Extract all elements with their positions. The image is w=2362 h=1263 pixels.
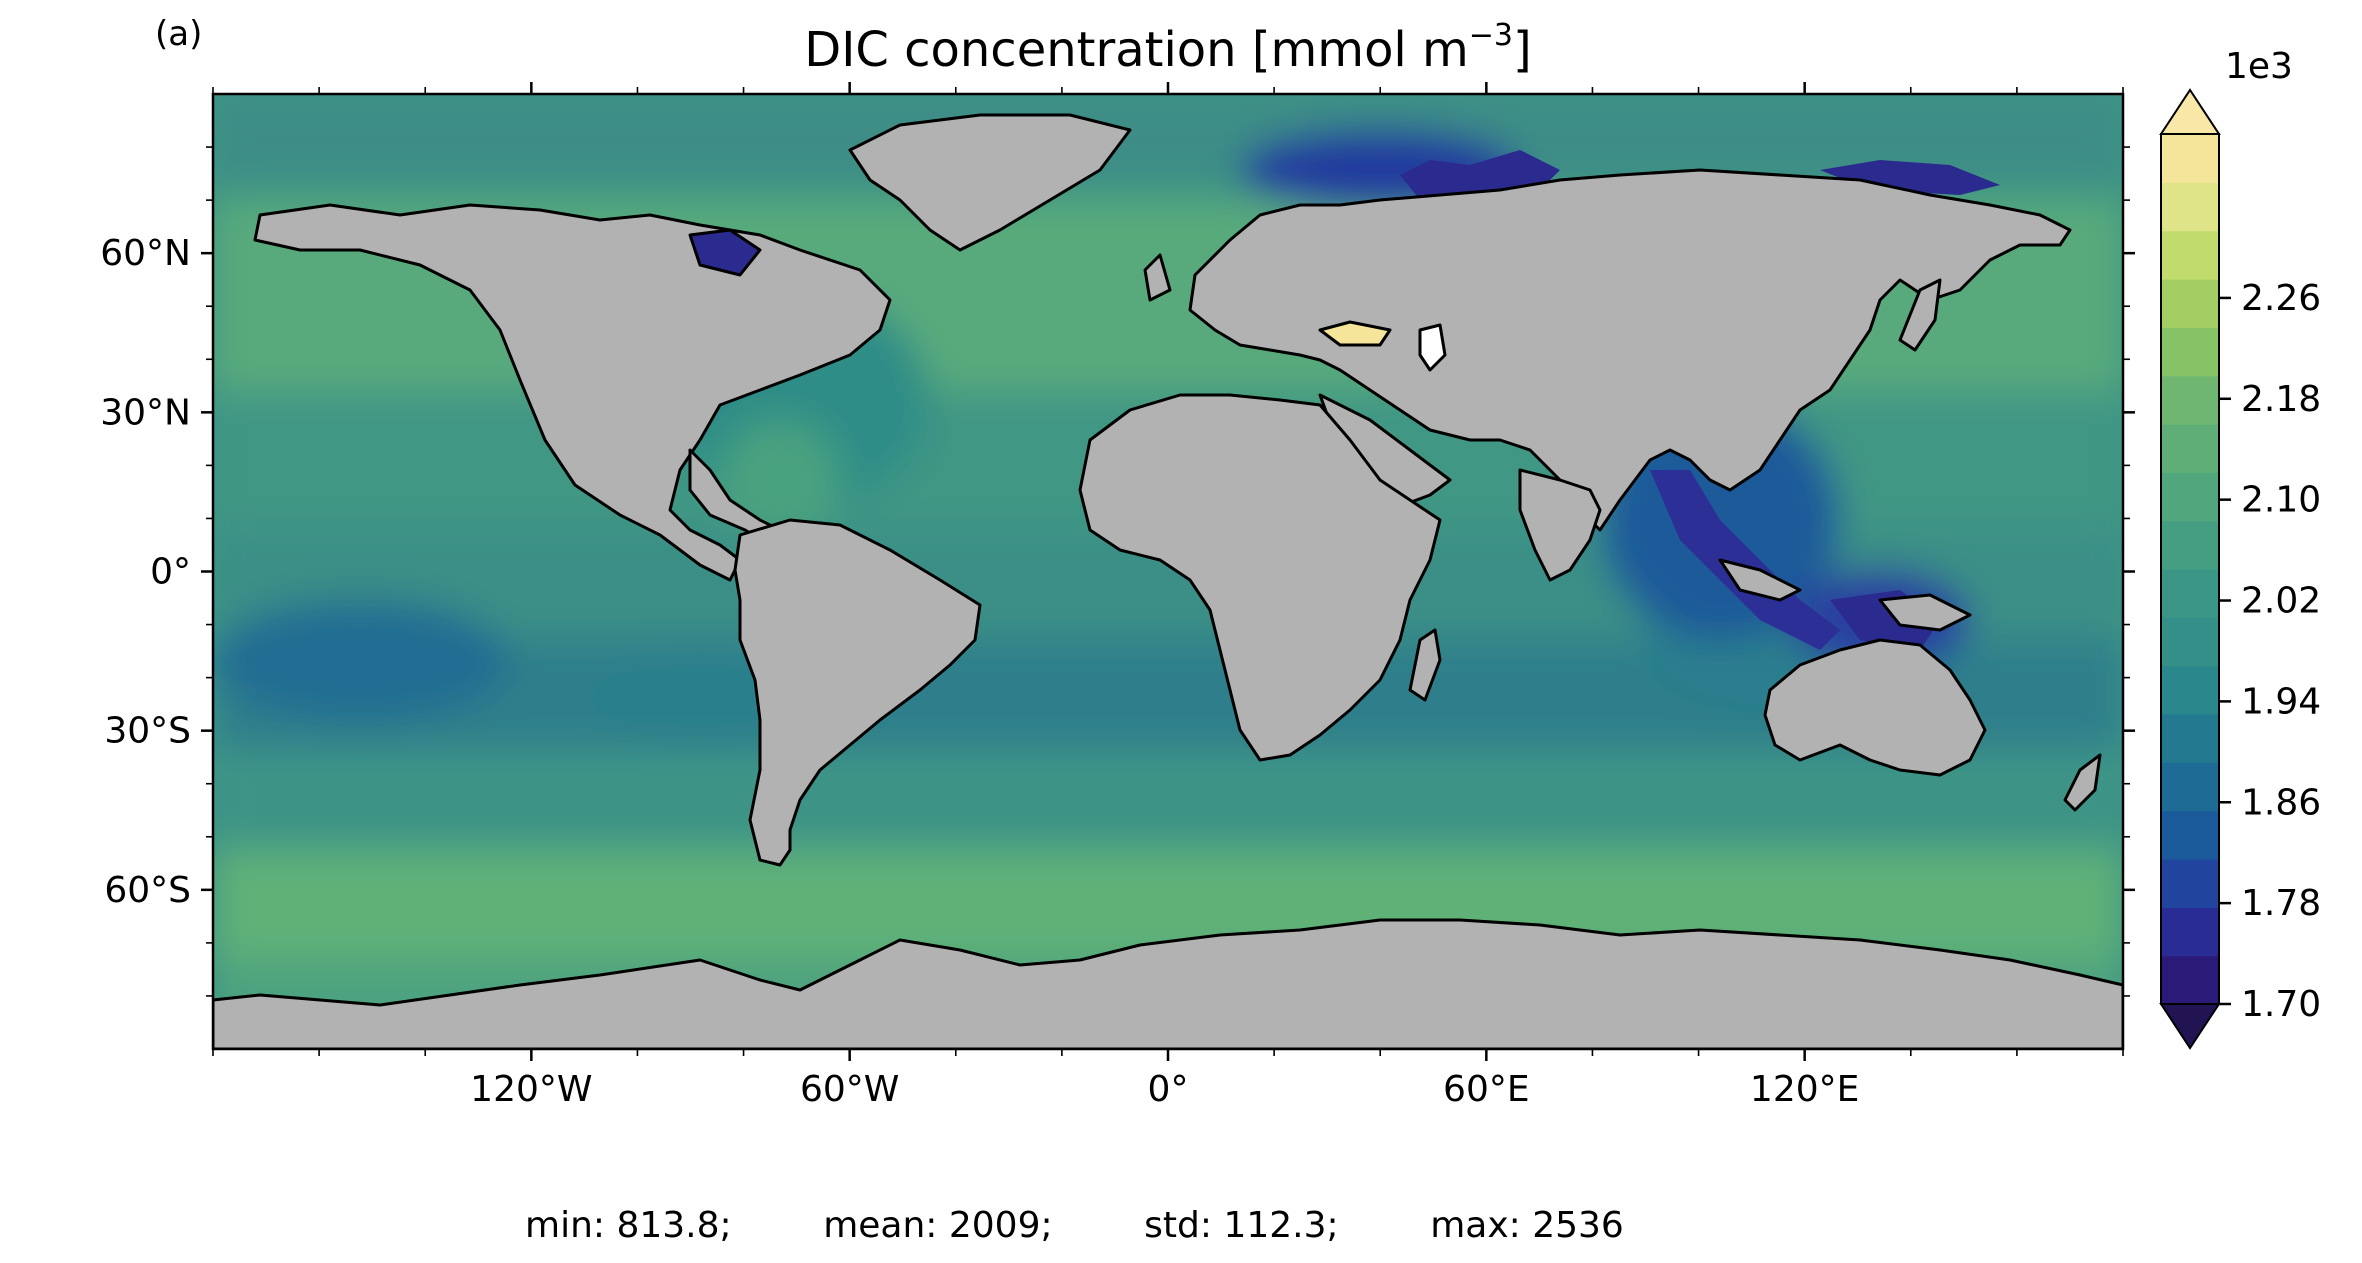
indonesia: [1718, 558, 1802, 602]
lon-tick-label: 0°: [1148, 1069, 1189, 1110]
lat-tick-label: 30°S: [104, 711, 191, 752]
colorbar-segment: [2161, 279, 2219, 328]
colorbar-tick-label: 2.10: [2241, 480, 2321, 521]
caspian-sea: [1418, 323, 1447, 372]
colorbar-tick-label: 1.70: [2241, 984, 2321, 1025]
south-america: [733, 518, 982, 867]
lat-tick-label: 30°N: [100, 392, 191, 433]
black-sea: [1318, 320, 1392, 347]
australia: [1763, 638, 1987, 777]
lat-tick-label: 60°N: [100, 233, 191, 274]
greenland: [848, 113, 1132, 252]
lat-tick-label: 0°: [150, 552, 191, 593]
colorbar-segment: [2161, 714, 2219, 763]
colorbar-extend-high: [2159, 88, 2221, 135]
colorbar-tick-label: 2.18: [2241, 379, 2321, 420]
india: [1518, 468, 1602, 582]
colorbar-segment: [2161, 327, 2219, 377]
antarctica: [213, 918, 2123, 1049]
colorbar-segment: [2161, 569, 2219, 618]
lon-tick-label: 60°E: [1443, 1069, 1530, 1110]
colorbar-segment: [2161, 472, 2219, 522]
lon-tick-label: 120°W: [470, 1069, 592, 1110]
stats-line: min: 813.8; mean: 2009; std: 112.3; max:…: [525, 1205, 1624, 1246]
uk: [1143, 253, 1172, 302]
lon-tick-label: 60°W: [800, 1069, 899, 1110]
colorbar-segment: [2161, 810, 2219, 860]
colorbar-extend-low: [2159, 1003, 2221, 1050]
stat-mean: mean: 2009;: [823, 1205, 1053, 1246]
hudson-bay: [688, 228, 762, 277]
colorbar-segment: [2161, 520, 2219, 570]
colorbar-tick-label: 1.86: [2241, 782, 2321, 823]
lat-tick-label: 60°S: [104, 870, 191, 911]
colorbar-segment: [2161, 230, 2219, 280]
colorbar-segment: [2161, 859, 2219, 908]
stat-min: min: 813.8;: [525, 1205, 732, 1246]
eurasia: [1188, 168, 2072, 532]
colorbar-tick-label: 1.94: [2241, 681, 2321, 722]
colorbar-tick-label: 1.78: [2241, 883, 2321, 924]
colorbar-segment: [2161, 762, 2219, 812]
colorbar-multiplier: 1e3: [2225, 46, 2293, 87]
colorbar-segment: [2161, 955, 2219, 1005]
colorbar-segment: [2161, 617, 2219, 667]
japan: [1898, 278, 1942, 352]
map-title: DIC concentration [mmol m−3]: [804, 18, 1532, 78]
colorbar-segment: [2161, 424, 2219, 473]
lon-tick-label: 120°E: [1750, 1069, 1859, 1110]
colorbar-segment: [2161, 907, 2219, 957]
continents: [213, 113, 2123, 1049]
madagascar: [1408, 628, 1442, 702]
stat-max: max: 2536: [1430, 1205, 1624, 1246]
colorbar-tick-label: 2.02: [2241, 581, 2321, 622]
colorbar-segment: [2161, 665, 2219, 715]
colorbar-segment: [2161, 375, 2219, 425]
new-guinea: [1878, 593, 1972, 632]
colorbar-tick-label: 2.26: [2241, 278, 2321, 319]
panel-label: (a): [155, 14, 203, 54]
colorbar-segment: [2161, 134, 2219, 183]
africa: [1078, 393, 1442, 762]
colorbar-frame: [2160, 133, 2220, 1005]
axis-ticks: 60°N 30°N 0° 30°S 60°S 120°W 60°W 0° 60°E 120°E: [100, 82, 2135, 1110]
colorbar: 2.26 2.18 2.10 2.02 1.94 1.86 1.78 1.70: [2159, 88, 2321, 1050]
new-zealand: [2063, 753, 2102, 812]
stat-std: std: 112.3;: [1144, 1205, 1339, 1246]
colorbar-segment: [2161, 182, 2219, 232]
north-america: [253, 203, 892, 582]
